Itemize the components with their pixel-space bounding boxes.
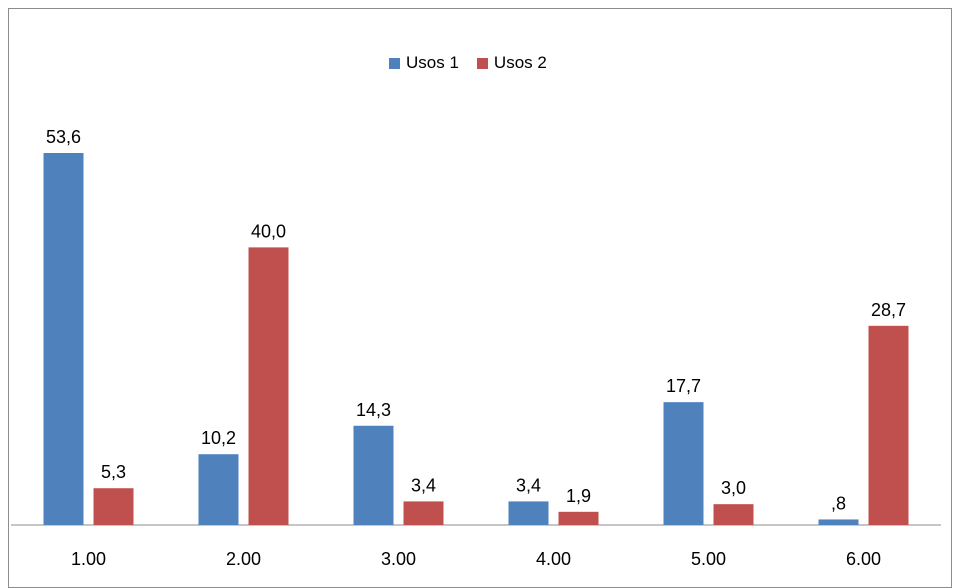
data-label-series-2-4.00: 1,9	[566, 486, 591, 506]
legend-label-series-2: Usos 2	[493, 53, 547, 72]
bar-series-2-1.00	[93, 488, 134, 525]
legend-swatch-series-2	[476, 57, 488, 69]
data-label-series-2-5.00: 3,0	[721, 478, 746, 498]
x-tick-label-5.00: 5.00	[691, 549, 726, 569]
bar-series-1-5.00	[663, 402, 704, 525]
legend-item-series-1: Usos 1	[389, 53, 459, 73]
bar-series-1-2.00	[198, 454, 239, 525]
chart-frame: Usos 1 Usos 2 53,6 5,3 1.00 10,2 40,0 2.00 14,…	[8, 8, 952, 588]
bar-series-2-6.00	[868, 325, 909, 525]
data-label-series-1-6.00: ,8	[831, 493, 846, 513]
data-label-series-1-2.00: 10,2	[201, 428, 236, 448]
bar-series-2-2.00	[248, 247, 289, 525]
data-label-series-1-1.00: 53,6	[46, 127, 81, 147]
data-label-series-1-5.00: 17,7	[666, 376, 701, 396]
data-label-series-2-2.00: 40,0	[251, 221, 286, 241]
bar-chart: 53,6 5,3 1.00 10,2 40,0 2.00 14,3 3,4 3.00 3,4 1,9…	[11, 127, 941, 569]
data-label-series-2-6.00: 28,7	[871, 300, 906, 320]
bar-series-1-4.00	[508, 501, 549, 525]
bar-series-2-4.00	[558, 511, 599, 525]
x-tick-label-4.00: 4.00	[536, 549, 571, 569]
bar-series-2-3.00	[403, 501, 444, 525]
data-label-series-2-1.00: 5,3	[101, 462, 126, 482]
x-tick-label-6.00: 6.00	[846, 549, 881, 569]
legend-swatch-series-1	[389, 57, 400, 69]
bar-series-1-6.00	[818, 519, 859, 525]
data-label-series-1-3.00: 14,3	[356, 400, 391, 420]
legend: Usos 1 Usos 2	[389, 53, 547, 73]
bar-series-1-3.00	[353, 425, 394, 525]
x-tick-label-2.00: 2.00	[226, 549, 261, 569]
data-label-series-1-4.00: 3,4	[516, 475, 541, 495]
bar-series-1-1.00	[43, 153, 84, 525]
legend-label-series-1: Usos 1	[406, 53, 459, 72]
x-tick-label-1.00: 1.00	[71, 549, 106, 569]
legend-item-series-2: Usos 2	[476, 53, 547, 73]
data-label-series-2-3.00: 3,4	[411, 475, 436, 495]
x-tick-label-3.00: 3.00	[381, 549, 416, 569]
bar-series-2-5.00	[713, 504, 754, 525]
